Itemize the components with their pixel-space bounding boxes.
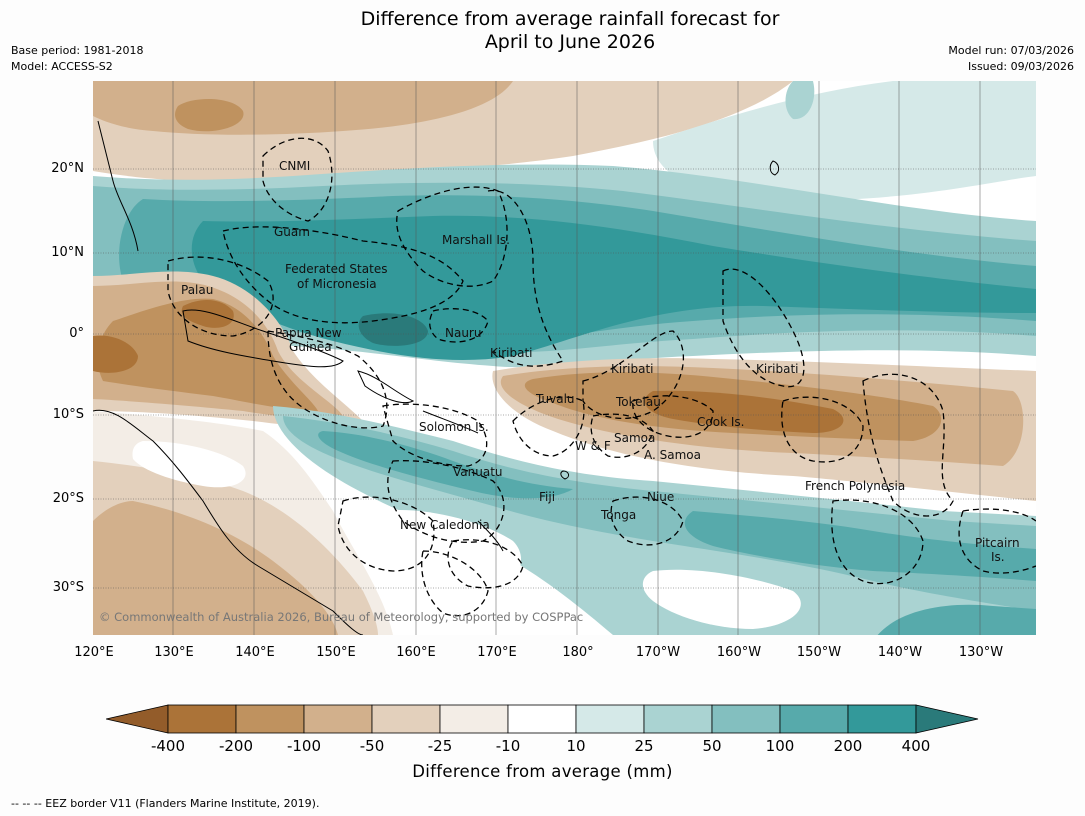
label-new-caledonia: New Caledonia xyxy=(400,518,490,532)
label-tonga: Tonga xyxy=(600,508,636,522)
colorbar-tick-label: 50 xyxy=(702,737,722,755)
colorbar-tick-label: 100 xyxy=(765,737,795,755)
map-title: Difference from average rainfall forecas… xyxy=(0,8,1085,54)
issued-date: Issued: 09/03/2026 xyxy=(967,60,1074,73)
lat-label-20s: 20°S xyxy=(52,491,84,506)
label-fiji: Fiji xyxy=(539,490,555,504)
label-marshall: Marshall Is. xyxy=(442,233,510,247)
lon-label-130e: 130°E xyxy=(154,645,194,660)
title-line-2: April to June 2026 xyxy=(484,31,656,53)
colorbar-swatch xyxy=(575,704,645,734)
lat-label-0: 0° xyxy=(69,326,84,341)
label-samoa: Samoa xyxy=(614,431,655,445)
colorbar-swatch xyxy=(371,704,441,734)
rainfall-map: CNMI Guam Marshall Is. Federated States … xyxy=(93,81,1036,635)
colorbar-tick-label: -400 xyxy=(150,737,186,755)
colorbar-tick-label: -50 xyxy=(359,737,385,755)
label-cnmi: CNMI xyxy=(279,159,310,173)
label-french-polynesia: French Polynesia xyxy=(805,479,905,493)
label-tuvalu: Tuvalu xyxy=(535,392,575,406)
lon-label-160w: 160°W xyxy=(716,645,762,660)
label-vanuatu: Vanuatu xyxy=(453,465,503,479)
lon-label-130w: 130°W xyxy=(958,645,1004,660)
lon-label-150w: 150°W xyxy=(796,645,842,660)
lon-label-140e: 140°E xyxy=(235,645,275,660)
label-guam: Guam xyxy=(274,225,310,239)
colorbar-swatch xyxy=(303,704,373,734)
colorbar-swatches xyxy=(167,704,917,734)
colorbar-tick-label: 400 xyxy=(901,737,931,755)
label-kiribati-east: Kiribati xyxy=(756,362,798,376)
label-solomon: Solomon Is. xyxy=(419,420,489,434)
colorbar-swatch xyxy=(439,704,509,734)
colorbar-tick-label: -100 xyxy=(286,737,322,755)
label-palau: Palau xyxy=(181,283,213,297)
lat-label-30s: 30°S xyxy=(52,580,84,595)
coastlines xyxy=(93,120,780,635)
label-kiribati-west: Kiribati xyxy=(490,346,532,360)
label-fsm-2: of Micronesia xyxy=(297,277,377,291)
copyright-notice: © Commonwealth of Australia 2026, Bureau… xyxy=(99,610,583,624)
lat-label-20n: 20°N xyxy=(51,161,84,176)
colorbar-swatch xyxy=(847,704,917,734)
title-line-1: Difference from average rainfall forecas… xyxy=(360,8,780,30)
lon-label-180: 180° xyxy=(562,645,594,660)
lon-label-160e: 160°E xyxy=(396,645,436,660)
label-png-1: Papua New xyxy=(275,326,342,340)
label-tokelau: Tokelau xyxy=(615,395,661,409)
colorbar-swatch xyxy=(711,704,781,734)
label-pitcairn-1: Pitcairn xyxy=(975,536,1020,550)
colorbar xyxy=(106,704,979,734)
colorbar-swatch xyxy=(779,704,849,734)
lat-label-10s: 10°S xyxy=(52,407,84,422)
lon-label-150e: 150°E xyxy=(316,645,356,660)
lon-label-120e: 120°E xyxy=(74,645,114,660)
colorbar-extend-high xyxy=(915,704,979,734)
lat-label-10n: 10°N xyxy=(51,245,84,260)
eez-footnote: -- -- -- EEZ border V11 (Flanders Marine… xyxy=(11,797,320,810)
region-labels: CNMI Guam Marshall Is. Federated States … xyxy=(181,159,1020,564)
eez-borders xyxy=(167,137,1036,617)
label-png-2: Guinea xyxy=(289,340,332,354)
colorbar-tick-label: 10 xyxy=(566,737,586,755)
colorbar-tick-label: -200 xyxy=(218,737,254,755)
colorbar-swatch xyxy=(235,704,305,734)
lon-label-170w: 170°W xyxy=(635,645,681,660)
label-pitcairn-2: Is. xyxy=(991,550,1005,564)
model-run: Model run: 07/03/2026 xyxy=(948,44,1074,57)
colorbar-extend-low xyxy=(106,704,169,734)
model-name: Model: ACCESS-S2 xyxy=(11,60,113,73)
metadata-left: Base period: 1981-2018 Model: ACCESS-S2 xyxy=(11,43,143,75)
label-nauru: Nauru xyxy=(445,326,481,340)
base-period: Base period: 1981-2018 xyxy=(11,44,144,57)
colorbar-title: Difference from average (mm) xyxy=(412,762,673,781)
lon-label-170e: 170°E xyxy=(477,645,517,660)
label-niue: Niue xyxy=(647,490,674,504)
label-fsm-1: Federated States xyxy=(285,262,387,276)
lon-label-140w: 140°W xyxy=(877,645,923,660)
colorbar-swatch xyxy=(643,704,713,734)
colorbar-swatch xyxy=(167,704,237,734)
label-kiribati-central: Kiribati xyxy=(611,362,653,376)
metadata-right: Model run: 07/03/2026 Issued: 09/03/2026 xyxy=(948,43,1074,75)
colorbar-tick-label: -25 xyxy=(427,737,453,755)
label-asamoa: A. Samoa xyxy=(644,448,701,462)
colorbar-swatch xyxy=(507,704,577,734)
label-wf: W & F xyxy=(575,439,611,453)
label-cook: Cook Is. xyxy=(697,415,744,429)
colorbar-tick-label: 200 xyxy=(833,737,863,755)
colorbar-tick-label: -10 xyxy=(495,737,521,755)
colorbar-tick-label: 25 xyxy=(634,737,654,755)
